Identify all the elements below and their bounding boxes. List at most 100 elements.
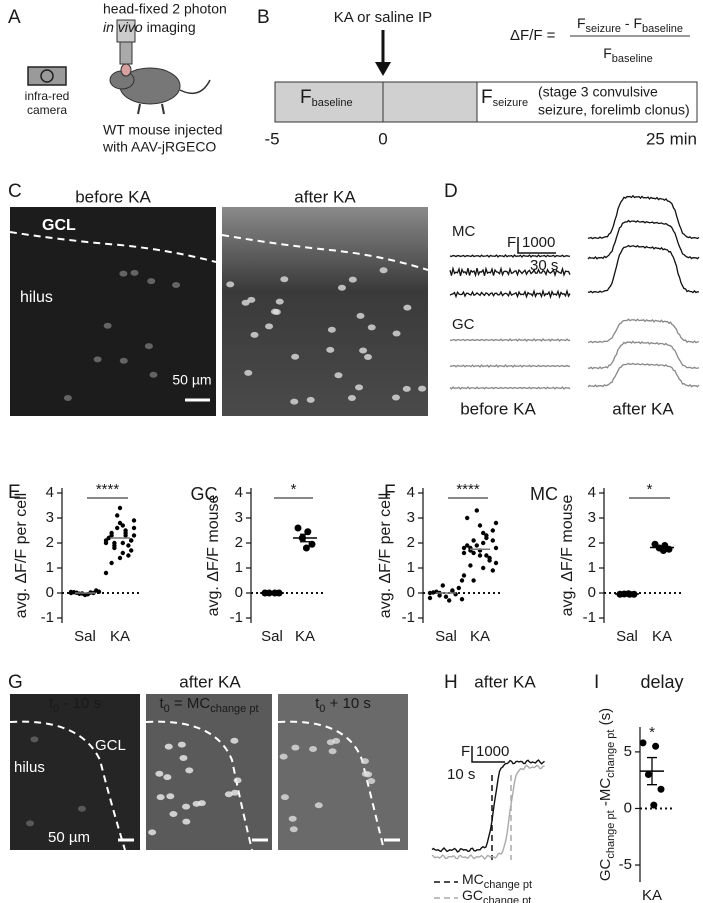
setup-text: in vivo imaging xyxy=(103,19,196,35)
trace xyxy=(587,362,700,388)
cell-body xyxy=(334,372,343,379)
point xyxy=(639,739,647,747)
y-axis-label: avg. ΔF/F mouse xyxy=(559,494,576,616)
scale-label: 50 µm xyxy=(48,829,90,846)
y-axis-label: avg. ΔF/F per cell xyxy=(13,493,30,618)
significance: * xyxy=(647,481,653,498)
injection-label: KA or saline IP xyxy=(334,9,432,26)
cell-body xyxy=(359,347,368,354)
y-axis-label: avg. ΔF/F mouse xyxy=(205,494,222,616)
point xyxy=(120,540,126,546)
error-bar xyxy=(622,593,632,595)
cell-body xyxy=(182,818,191,825)
point xyxy=(126,553,131,558)
point xyxy=(120,523,126,528)
trace xyxy=(587,318,699,344)
cell-body xyxy=(356,312,365,319)
cell-body xyxy=(119,270,128,277)
box-label-part: F xyxy=(300,87,312,108)
cell-body xyxy=(265,323,274,330)
cell-body xyxy=(179,755,188,762)
panel-label: E xyxy=(8,482,21,503)
point xyxy=(304,528,312,536)
panel-label: I xyxy=(594,672,599,693)
point xyxy=(471,550,476,556)
significance: **** xyxy=(456,481,480,498)
mouse-text: with AAV-jRGECO xyxy=(102,139,216,155)
x-tick-label: KA xyxy=(110,628,130,645)
legend-label: MCchange pt xyxy=(462,871,532,891)
scale-bar xyxy=(471,746,505,763)
scale-f: F xyxy=(461,743,470,760)
box-note: seizure, forelimb clonus) xyxy=(538,102,690,118)
y-axis-label-part: GC xyxy=(597,858,614,881)
trace xyxy=(449,288,571,300)
cell-body xyxy=(291,353,300,360)
point xyxy=(68,589,74,595)
significance: * xyxy=(649,724,655,741)
point xyxy=(112,540,117,546)
cell-body xyxy=(130,269,139,276)
chart-title: GC xyxy=(191,484,218,504)
box-label-part: seizure xyxy=(493,97,528,109)
trace xyxy=(431,759,545,853)
trace xyxy=(449,386,571,390)
y-tick-label: 3 xyxy=(407,509,415,526)
y-tick-label: 1 xyxy=(46,559,54,576)
time-title-part: 0 xyxy=(319,703,325,715)
time-title-part: t xyxy=(315,695,320,712)
y-tick-label: 5 xyxy=(624,743,632,760)
point xyxy=(465,515,470,521)
x-tick-label: Sal xyxy=(261,628,283,645)
significance: * xyxy=(291,481,297,498)
formula-den: Fbaseline xyxy=(603,45,653,65)
gcl-boundary xyxy=(9,720,126,851)
time-title-part: 0 xyxy=(53,703,59,715)
x-tick-label: KA xyxy=(295,628,315,645)
significance: **** xyxy=(96,481,120,498)
formula-lhs: ΔF/F = xyxy=(510,27,556,44)
y-tick-label: 2 xyxy=(588,534,596,551)
point xyxy=(487,558,492,563)
point xyxy=(461,573,467,578)
camera-text: infra-red xyxy=(25,89,70,103)
point xyxy=(490,538,495,543)
cell-body xyxy=(314,802,323,809)
cell-body xyxy=(119,357,128,364)
trace xyxy=(449,254,571,258)
legend-label-part: GC xyxy=(462,887,483,903)
point xyxy=(481,565,486,571)
x-tick-label: KA xyxy=(652,628,672,645)
formula-num-part: baseline xyxy=(642,23,683,35)
point xyxy=(129,548,134,553)
point xyxy=(459,578,465,583)
cell-body xyxy=(148,829,157,836)
col-label: after KA xyxy=(612,399,674,418)
point xyxy=(644,771,652,779)
row-label: GC xyxy=(452,316,475,333)
camera-icon xyxy=(27,66,67,86)
mouse-icon xyxy=(109,63,211,115)
box-label-part: baseline xyxy=(312,97,353,109)
time-title-part: + 10 s xyxy=(325,695,370,712)
formula-num-part: - F xyxy=(621,15,642,31)
point xyxy=(302,544,310,552)
box-label: Fbaseline xyxy=(300,87,353,109)
y-tick-label: -1 xyxy=(402,609,415,626)
gcl-label: GCL xyxy=(95,737,126,754)
y-tick-label: 0 xyxy=(235,584,243,601)
formula-den-part: F xyxy=(603,45,612,61)
cell-body xyxy=(363,353,372,360)
point xyxy=(120,550,126,556)
hilus-label: hilus xyxy=(20,289,53,306)
cell-body xyxy=(230,789,239,796)
cell-body xyxy=(147,278,156,285)
y-tick-label: -1 xyxy=(230,609,243,626)
scale-label: 50 µm xyxy=(172,372,211,388)
point xyxy=(474,508,479,513)
error-bar xyxy=(300,533,310,543)
cell-body xyxy=(272,309,281,316)
image-title: before KA xyxy=(75,187,151,206)
legend-label-part: change pt xyxy=(484,879,532,891)
x-tick-label: Sal xyxy=(74,628,96,645)
